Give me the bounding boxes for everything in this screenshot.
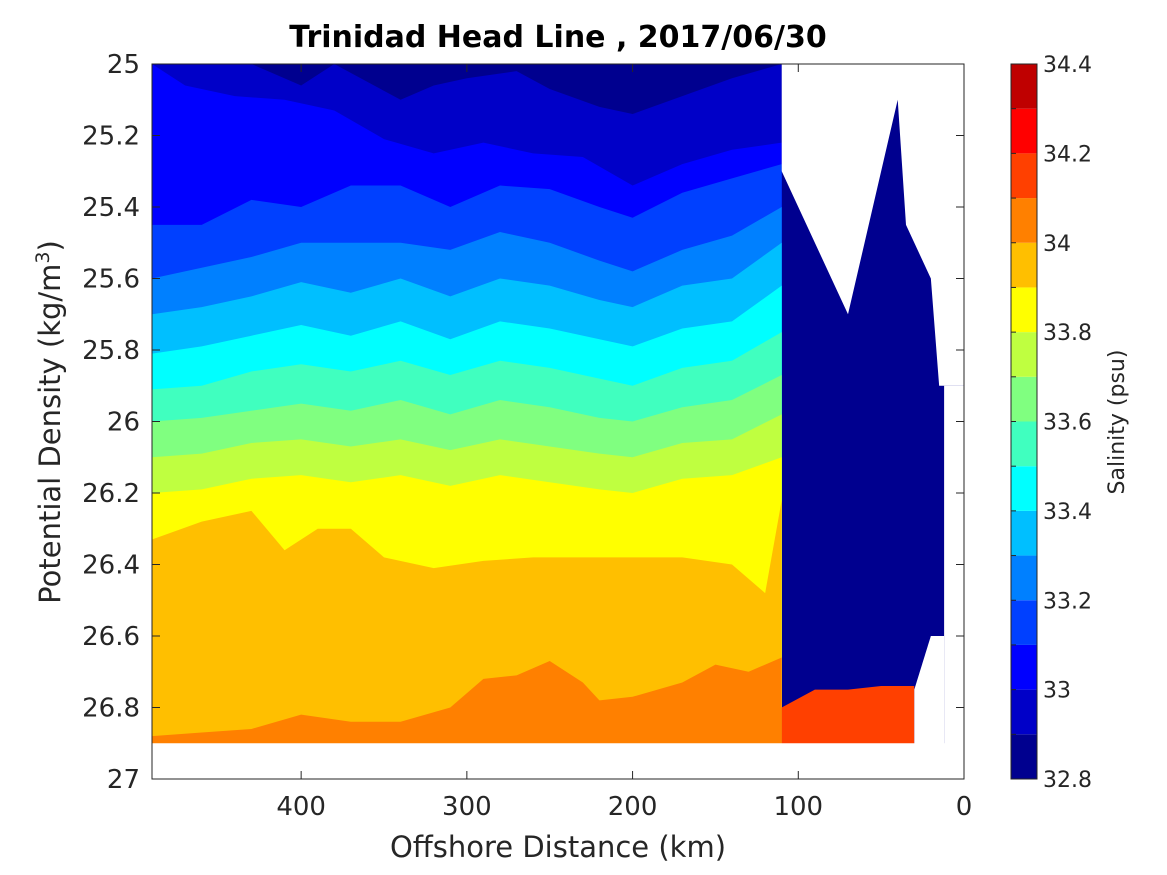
x-tick-label: 100 <box>773 792 823 822</box>
colorbar-swatch <box>1011 644 1037 690</box>
x-tick-label: 200 <box>608 792 658 822</box>
y-tick-label: 27 <box>107 765 140 795</box>
y-tick-label: 25.4 <box>82 193 140 223</box>
colorbar-tick-label: 33.6 <box>1043 411 1092 436</box>
mask-bottom <box>152 743 964 779</box>
colorbar-swatch <box>1011 376 1037 422</box>
y-tick-label: 26.4 <box>82 551 140 581</box>
colorbar-swatch <box>1011 466 1037 511</box>
y-axis-label-close: ) <box>33 240 67 251</box>
x-axis: 400 300 200 100 0 <box>276 64 972 822</box>
x-axis-label: Offshore Distance (km) <box>390 830 726 864</box>
colorbar-tick-label: 34.2 <box>1043 142 1092 167</box>
no-data-mask <box>152 64 964 779</box>
y-tick-label: 26.8 <box>82 694 140 724</box>
colorbar-swatch <box>1011 108 1037 154</box>
y-tick-label: 26.6 <box>82 622 140 652</box>
y-tick-label: 26 <box>107 408 140 438</box>
colorbar-swatch <box>1011 510 1037 556</box>
colorbar-swatch <box>1011 198 1037 243</box>
y-axis-label: Potential Density (kg/m3) <box>32 240 67 604</box>
colorbar-swatch <box>1011 734 1037 779</box>
colorbar-tick-label: 34.4 <box>1043 53 1092 78</box>
contour-bands <box>152 64 964 779</box>
colorbar-tick-label: 33.2 <box>1043 589 1092 614</box>
chart-title: Trinidad Head Line , 2017/06/30 <box>289 20 826 55</box>
colorbar: 32.8 33 33.2 33.4 33.6 33.8 34 34.2 34.4 <box>1010 53 1092 793</box>
x-tick-label: 0 <box>956 792 973 822</box>
y-tick-label: 25.2 <box>82 122 140 152</box>
colorbar-swatch <box>1011 600 1037 645</box>
colorbar-tick-label: 34 <box>1043 232 1071 257</box>
colorbar-swatch <box>1011 64 1037 109</box>
colorbar-tick-label: 32.8 <box>1043 768 1092 793</box>
x-tick-label: 300 <box>442 792 492 822</box>
y-tick-label: 25.6 <box>82 265 140 295</box>
y-axis-label-sup: 3 <box>32 251 54 263</box>
colorbar-swatch <box>1011 242 1037 288</box>
colorbar-label: Salinity (psu) <box>1105 350 1130 495</box>
y-tick-label: 25 <box>107 50 140 80</box>
colorbar-swatch <box>1011 689 1037 735</box>
colorbar-swatch <box>1011 153 1037 199</box>
colorbar-swatch <box>1011 287 1037 333</box>
y-tick-label: 25.8 <box>82 336 140 366</box>
y-axis-label-text: Potential Density (kg/m <box>33 264 67 604</box>
mask-right-edge <box>944 385 964 779</box>
colorbar-tick-label: 33 <box>1043 679 1071 704</box>
colorbar-tick-label: 33.8 <box>1043 321 1092 346</box>
y-axis: 25 25.2 25.4 25.6 25.8 26 26.2 26.4 26.6 26.8 27 <box>82 50 964 795</box>
colorbar-swatch <box>1011 555 1037 601</box>
colorbar-swatch <box>1011 332 1037 377</box>
colorbar-tick-label: 33.4 <box>1043 500 1092 525</box>
y-tick-label: 26.2 <box>82 479 140 509</box>
mask-upper-right <box>781 64 964 386</box>
x-tick-label: 400 <box>276 792 326 822</box>
colorbar-swatch <box>1011 421 1037 467</box>
plot-area <box>152 64 964 779</box>
